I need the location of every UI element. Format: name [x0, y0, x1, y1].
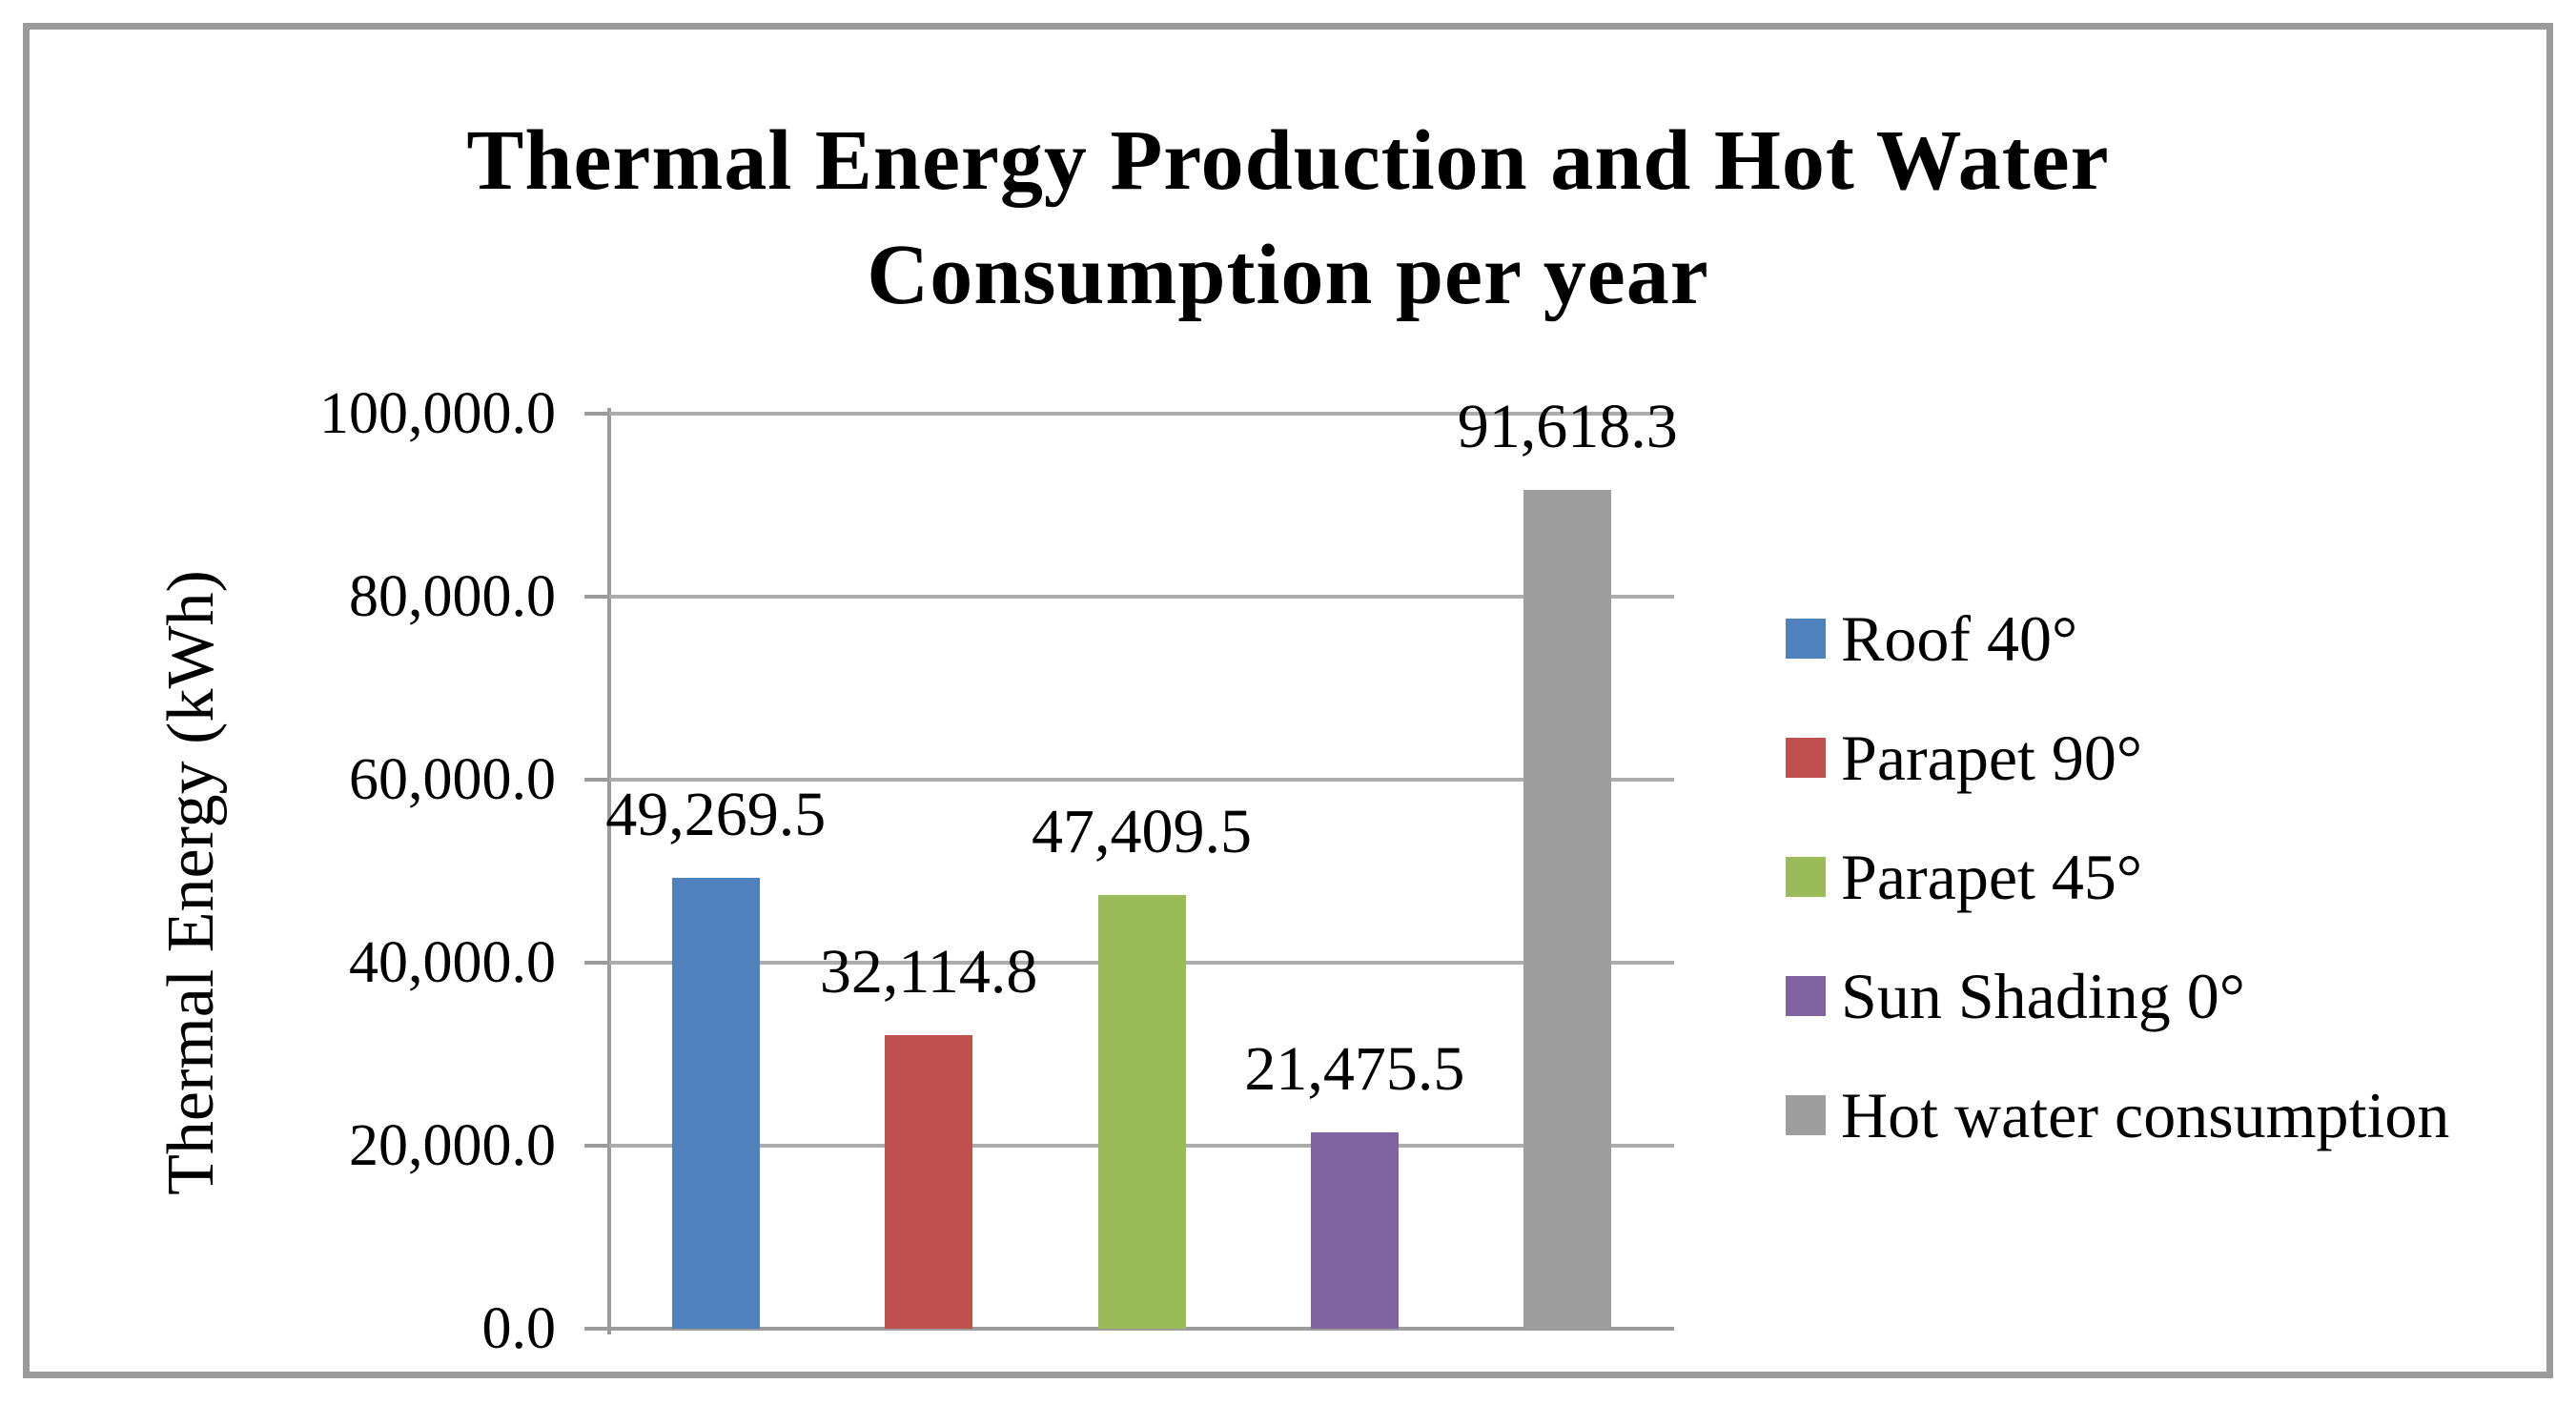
y-tick-label: 40,000.0 — [349, 930, 556, 995]
gridline — [609, 595, 1674, 599]
bar-data-label: 47,409.5 — [1032, 796, 1252, 866]
bar-parapet-45- — [1097, 894, 1186, 1329]
bar-hot-water-consumption — [1523, 490, 1612, 1329]
legend-swatch-icon — [1786, 1095, 1826, 1135]
legend-label: Parapet 45° — [1841, 841, 2143, 913]
y-tick-label: 60,000.0 — [349, 747, 556, 812]
y-axis-tick-mark — [584, 1327, 609, 1331]
y-axis-line — [607, 408, 611, 1334]
legend-label: Roof 40° — [1841, 602, 2078, 675]
y-tick-label: 20,000.0 — [349, 1113, 556, 1178]
legend-label: Hot water consumption — [1841, 1079, 2450, 1151]
y-tick-label: 80,000.0 — [349, 564, 556, 629]
gridline — [609, 1327, 1674, 1331]
legend-swatch-icon — [1786, 976, 1826, 1016]
gridline — [609, 412, 1674, 416]
y-axis-tick-mark — [584, 1144, 609, 1148]
bar-data-label: 21,475.5 — [1244, 1033, 1465, 1104]
y-axis-tick-labels: 0.0 20,000.0 40,000.0 60,000.0 80,000.0 100,0… — [30, 381, 556, 1361]
legend-item: Sun Shading 0° — [1786, 964, 2449, 1028]
gridline — [609, 778, 1674, 782]
bar-data-label: 32,114.8 — [819, 936, 1038, 1007]
y-tick-label: 0.0 — [481, 1296, 557, 1361]
legend-item: Parapet 45° — [1786, 844, 2449, 909]
chart-title-line-1: Thermal Energy Production and Hot Water — [466, 113, 2110, 208]
y-axis-tick-mark — [584, 595, 609, 599]
legend-swatch-icon — [1786, 738, 1826, 778]
bar-sun-shading-0- — [1310, 1131, 1399, 1329]
plot-area: 49,269.5 32,114.8 47,409.5 21,475.5 91,618.3 — [584, 392, 1678, 1334]
bar-parapet-90- — [885, 1034, 973, 1329]
legend-swatch-icon — [1786, 619, 1826, 659]
y-axis-tick-mark — [584, 778, 609, 782]
legend-item: Parapet 90° — [1786, 725, 2449, 790]
legend: Roof 40° Parapet 90° Parapet 45° Sun Shadin… — [1786, 606, 2449, 1202]
bar-data-label: 91,618.3 — [1457, 392, 1678, 462]
bar-data-label: 49,269.5 — [605, 780, 827, 850]
y-axis-tick-mark — [584, 961, 609, 965]
legend-item: Hot water consumption — [1786, 1083, 2449, 1148]
y-tick-label: 100,000.0 — [319, 381, 556, 446]
legend-label: Sun Shading 0° — [1841, 960, 2245, 1032]
chart-frame: Thermal Energy Production and Hot Water … — [23, 23, 2553, 1378]
legend-label: Parapet 90° — [1841, 722, 2143, 794]
chart-title: Thermal Energy Production and Hot Water … — [30, 104, 2546, 333]
chart-title-line-2: Consumption per year — [867, 228, 1709, 322]
legend-item: Roof 40° — [1786, 606, 2449, 671]
bar-roof-40- — [671, 878, 760, 1329]
y-axis-tick-mark — [584, 412, 609, 416]
legend-swatch-icon — [1786, 857, 1826, 897]
